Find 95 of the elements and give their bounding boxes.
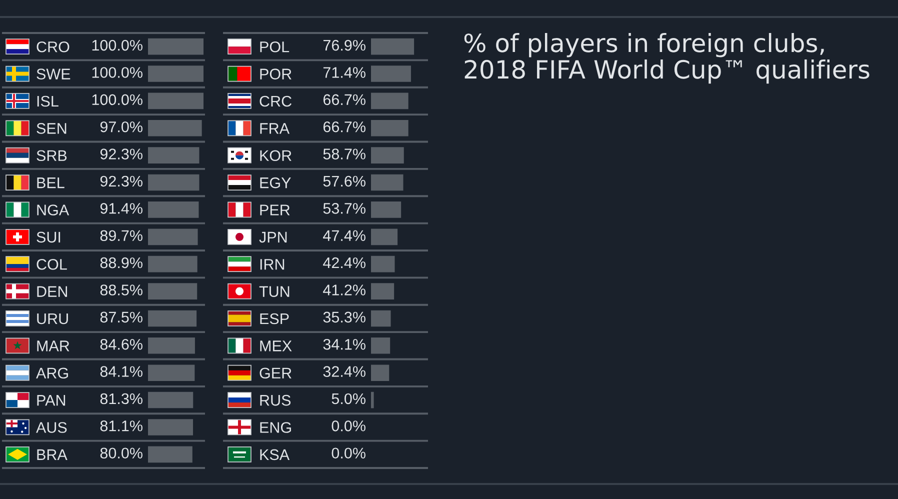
y-tick-label: RUS	[260, 394, 291, 406]
data-label: 71.4%	[323, 67, 366, 78]
bar	[148, 228, 198, 246]
data-label: 88.5%	[100, 284, 142, 296]
y-tick-label: FRA	[260, 123, 290, 134]
y-tick-label: SRB	[36, 150, 67, 162]
bar	[148, 38, 204, 55]
data-label: 35.3%	[323, 312, 366, 323]
y-tick-label: GER	[260, 368, 292, 379]
data-label: 89.7%	[100, 230, 142, 242]
bar	[371, 310, 391, 327]
y-tick-label: POL	[260, 41, 290, 52]
y-tick-label: COL	[36, 258, 67, 270]
y-tick-label: SEN	[36, 123, 66, 134]
data-label: 91.4%	[100, 203, 142, 214]
bar	[148, 364, 195, 381]
y-tick-label: NGA	[37, 204, 70, 216]
data-label: 81.3%	[100, 393, 142, 404]
data-label: 32.4%	[323, 366, 366, 377]
y-tick-label: MEX	[260, 340, 292, 352]
bar	[148, 283, 198, 300]
data-label: 92.3%	[100, 176, 142, 187]
data-label: 57.6%	[323, 176, 366, 187]
bar	[148, 202, 199, 218]
data-label: 0.0%	[332, 420, 366, 432]
y-tick-label: BRA	[37, 449, 68, 460]
bar	[371, 120, 408, 136]
y-tick-label: BEL	[37, 178, 64, 188]
bar	[371, 66, 411, 82]
data-label: 0.0%	[332, 448, 366, 459]
bar	[148, 66, 204, 82]
data-label: 84.6%	[100, 338, 142, 350]
y-tick-label: ENG	[260, 422, 291, 433]
y-tick-label: ESP	[260, 313, 289, 324]
bar	[148, 147, 200, 164]
y-tick-label: AUS	[36, 422, 67, 433]
data-label: 87.5%	[100, 312, 142, 323]
y-tick-label: SWE	[36, 68, 70, 80]
data-label: 100.0%	[92, 67, 142, 78]
bar	[371, 147, 404, 164]
y-tick-label: MAR	[37, 340, 70, 352]
bar	[371, 256, 395, 272]
bar	[148, 310, 197, 327]
y-tick-label: TUN	[259, 286, 290, 297]
bar	[148, 338, 195, 354]
bar	[148, 174, 200, 191]
data-label: 66.7%	[323, 121, 366, 132]
bar	[371, 392, 374, 408]
bar	[371, 174, 404, 191]
data-label: 42.4%	[323, 257, 366, 268]
y-tick-label: JPN	[259, 232, 287, 243]
bar	[148, 120, 202, 136]
bar	[148, 446, 192, 463]
data-label: 58.7%	[323, 148, 366, 160]
data-label: 76.9%	[323, 40, 366, 51]
data-label: 97.0%	[100, 121, 142, 132]
data-label: 41.2%	[323, 284, 366, 296]
bar	[148, 92, 204, 110]
bar	[148, 256, 198, 272]
bar	[371, 202, 402, 218]
data-label: 100.0%	[92, 40, 142, 51]
data-label: 53.7%	[323, 203, 366, 214]
y-tick-label: KOR	[260, 150, 292, 162]
y-tick-label: ISL	[37, 96, 58, 107]
bar	[371, 228, 398, 246]
text: % of players in foreign clubs, 2018 FIFA World Cup™ qualifiers	[464, 33, 870, 84]
data-label: 84.1%	[100, 366, 142, 377]
y-tick-label: KSA	[260, 449, 290, 460]
y-tick-label: ARG	[36, 368, 68, 379]
data-label: 5.0%	[332, 393, 366, 404]
y-tick-label: POR	[260, 68, 292, 80]
data-label: 34.1%	[323, 338, 366, 350]
bar	[371, 38, 414, 55]
y-tick-label: PER	[260, 204, 290, 216]
data-label: 100.0%	[92, 94, 142, 106]
data-label: 66.7%	[323, 94, 366, 106]
bar	[371, 338, 390, 354]
data-label: 88.9%	[100, 257, 142, 268]
y-tick-label: DEN	[37, 286, 68, 297]
data-label: 92.3%	[100, 148, 142, 160]
data-label: 81.1%	[100, 420, 142, 432]
data-label: 47.4%	[323, 230, 366, 241]
y-tick-label: SUI	[36, 232, 60, 243]
y-tick-label: CRC	[260, 96, 292, 107]
bar	[371, 92, 408, 110]
y-tick-label: URU	[37, 313, 68, 324]
bar	[371, 364, 390, 381]
y-tick-label: PAN	[37, 395, 66, 406]
bar	[148, 419, 194, 436]
data-label: 80.0%	[100, 448, 142, 459]
bar	[371, 283, 394, 300]
y-tick-label: EGY	[260, 177, 291, 188]
y-tick-label: CRO	[36, 41, 70, 52]
bar	[148, 392, 194, 408]
y-tick-label: IRN	[260, 259, 284, 270]
